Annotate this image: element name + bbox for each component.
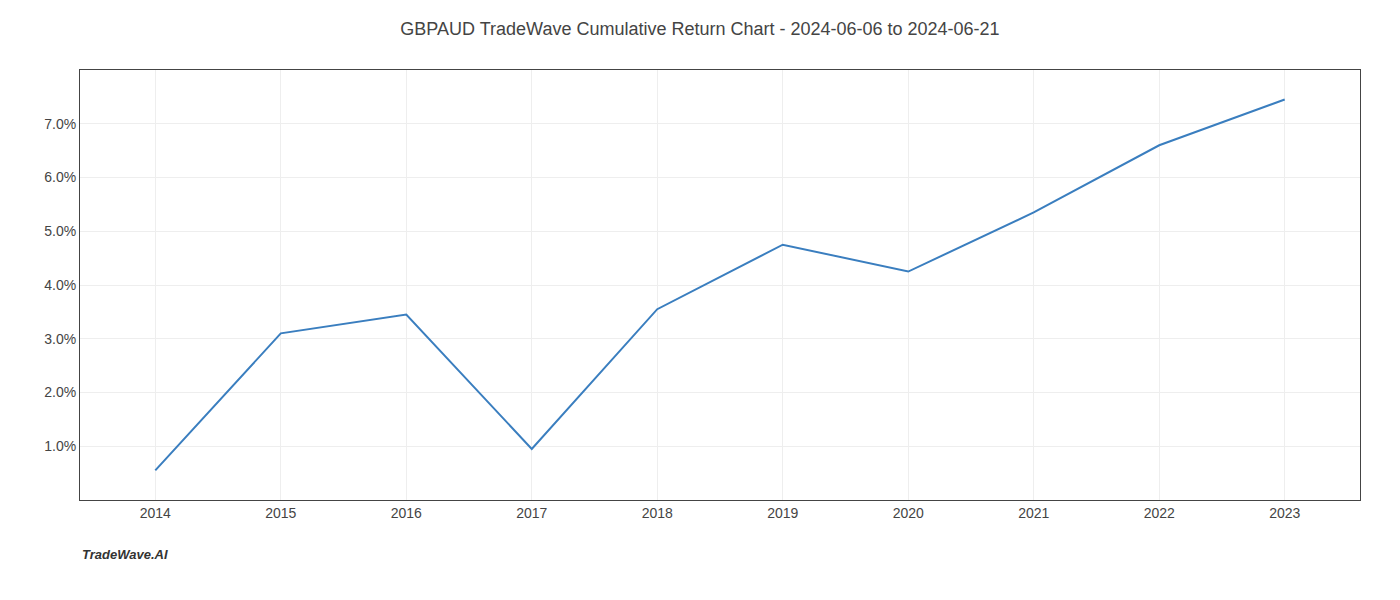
svg-text:2016: 2016	[391, 505, 422, 521]
svg-text:TradeWave.AI: TradeWave.AI	[82, 547, 168, 562]
svg-text:3.0%: 3.0%	[44, 331, 76, 347]
svg-text:2018: 2018	[642, 505, 673, 521]
svg-text:2019: 2019	[767, 505, 798, 521]
svg-text:2017: 2017	[516, 505, 547, 521]
svg-text:GBPAUD TradeWave Cumulative Re: GBPAUD TradeWave Cumulative Return Chart…	[400, 19, 999, 39]
svg-text:2022: 2022	[1144, 505, 1175, 521]
svg-text:2014: 2014	[140, 505, 171, 521]
svg-text:2.0%: 2.0%	[44, 384, 76, 400]
svg-text:6.0%: 6.0%	[44, 169, 76, 185]
svg-text:7.0%: 7.0%	[44, 116, 76, 132]
svg-text:2020: 2020	[893, 505, 924, 521]
svg-text:5.0%: 5.0%	[44, 223, 76, 239]
svg-text:4.0%: 4.0%	[44, 277, 76, 293]
svg-text:2021: 2021	[1018, 505, 1049, 521]
svg-text:2023: 2023	[1269, 505, 1300, 521]
svg-text:1.0%: 1.0%	[44, 438, 76, 454]
svg-text:2015: 2015	[265, 505, 296, 521]
